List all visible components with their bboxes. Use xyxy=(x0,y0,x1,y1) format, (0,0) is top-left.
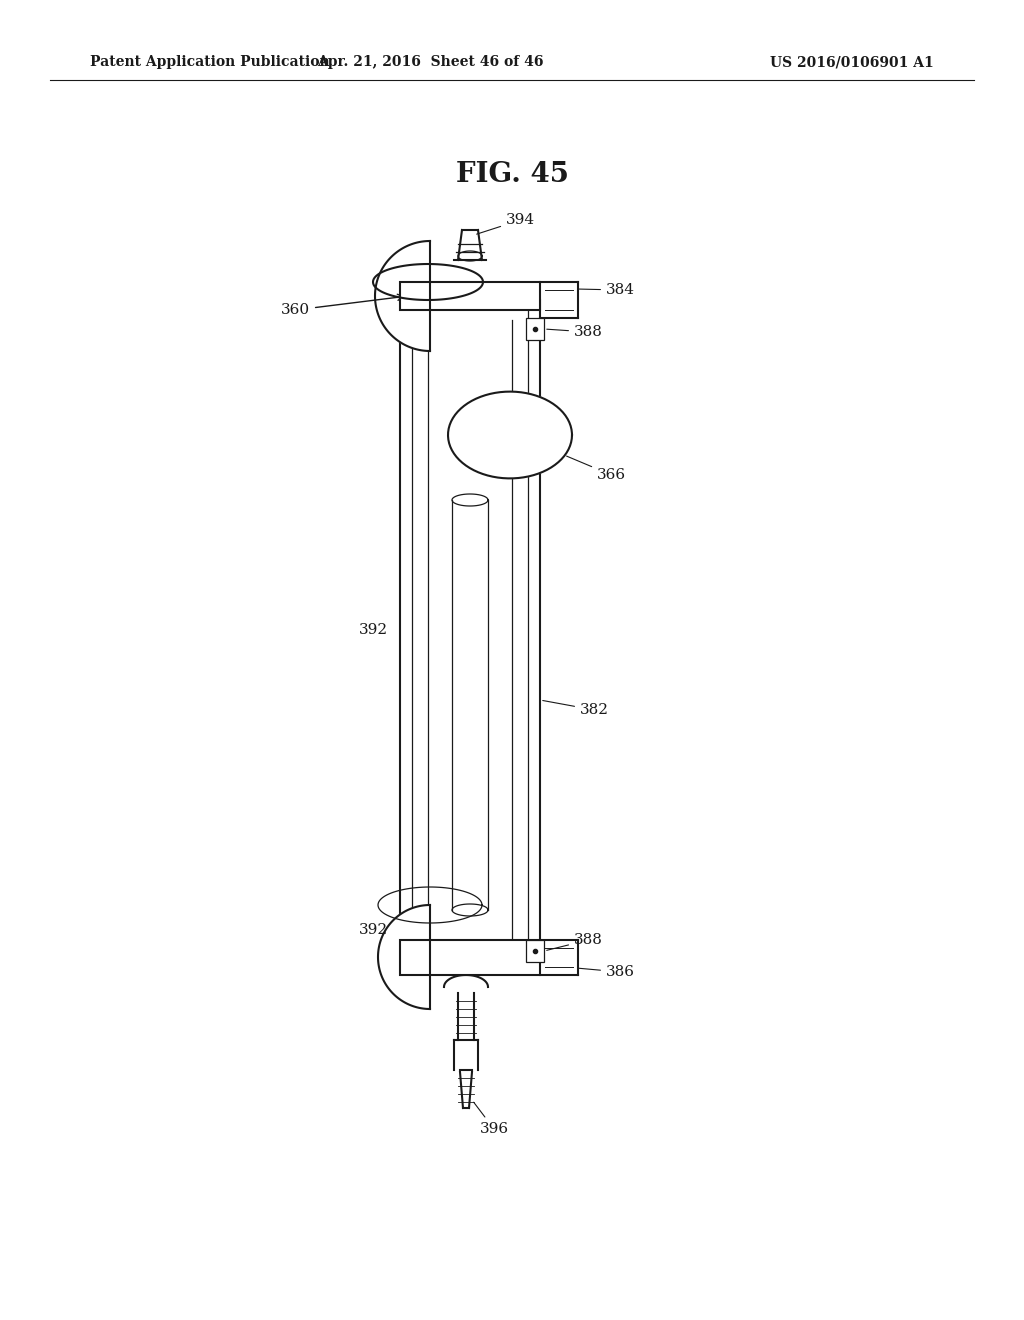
Text: FIG. 45: FIG. 45 xyxy=(456,161,568,189)
Text: 388: 388 xyxy=(547,325,603,339)
Text: 386: 386 xyxy=(579,965,635,979)
Text: 392: 392 xyxy=(358,923,388,937)
Bar xyxy=(526,940,544,962)
Text: Apr. 21, 2016  Sheet 46 of 46: Apr. 21, 2016 Sheet 46 of 46 xyxy=(316,55,544,69)
Bar xyxy=(400,940,540,975)
Bar xyxy=(400,282,540,310)
Text: US 2016/0106901 A1: US 2016/0106901 A1 xyxy=(770,55,934,69)
Text: 388: 388 xyxy=(547,933,603,950)
Polygon shape xyxy=(378,906,430,1008)
Polygon shape xyxy=(375,242,430,351)
Text: 392: 392 xyxy=(358,623,388,638)
Text: Patent Application Publication: Patent Application Publication xyxy=(90,55,330,69)
Text: 384: 384 xyxy=(579,282,635,297)
Text: 366: 366 xyxy=(566,457,626,482)
Text: 382: 382 xyxy=(543,701,609,717)
Text: 360: 360 xyxy=(281,294,403,317)
Text: 394: 394 xyxy=(476,213,536,234)
Bar xyxy=(526,318,544,341)
Text: 396: 396 xyxy=(474,1102,509,1137)
Polygon shape xyxy=(449,392,572,478)
